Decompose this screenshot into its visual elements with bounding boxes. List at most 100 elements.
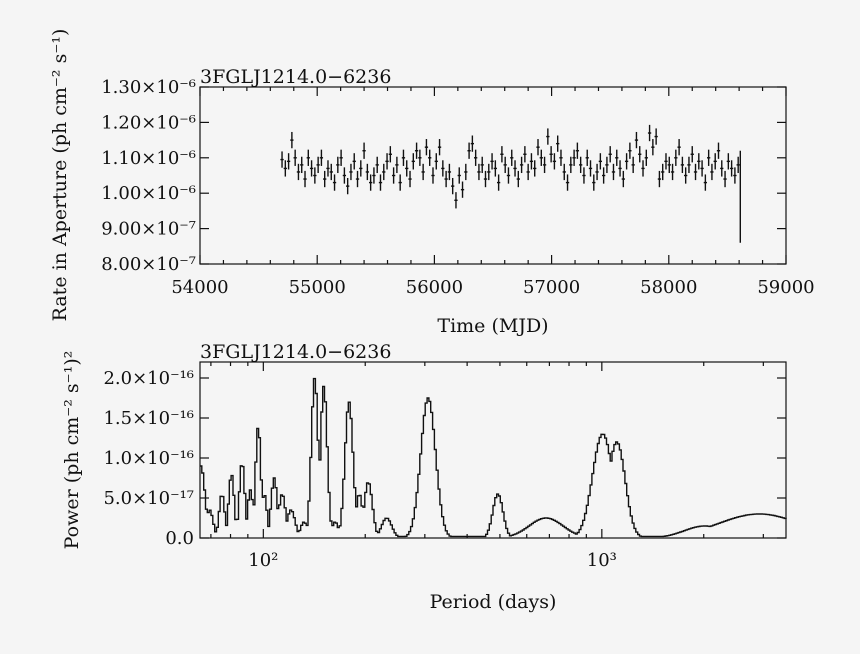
data-point	[674, 149, 678, 166]
data-point	[552, 153, 557, 170]
data-point	[454, 192, 458, 209]
data-point	[408, 170, 412, 188]
data-point	[332, 174, 337, 191]
data-point	[434, 153, 438, 170]
data-point	[664, 153, 668, 170]
x-tick-label: 56000	[406, 277, 463, 298]
y-tick-label: 1.30×10⁻⁶	[101, 77, 196, 98]
light-curve-frame	[199, 86, 787, 265]
data-point	[533, 160, 537, 177]
data-point	[464, 163, 468, 181]
data-point	[644, 149, 648, 166]
data-point	[720, 160, 724, 177]
data-point	[405, 160, 409, 177]
data-point	[693, 163, 698, 181]
data-point	[736, 156, 740, 174]
data-point	[647, 124, 652, 142]
light-curve-title: 3FGLJ1214.0−6236	[200, 66, 391, 88]
data-point	[300, 156, 304, 174]
data-point	[733, 167, 737, 184]
periodogram-panel: 3FGLJ1214.0−6236 10² 10³ 0.0 5.0×10⁻¹⁷ 1.0×1…	[61, 341, 787, 613]
data-point	[542, 156, 547, 174]
x-tick-label: 10²	[248, 550, 278, 571]
data-point	[654, 128, 658, 145]
data-point	[611, 163, 616, 181]
data-point	[621, 170, 625, 188]
data-point	[401, 149, 406, 166]
data-point	[290, 131, 294, 149]
data-point	[326, 160, 330, 177]
data-point	[316, 156, 320, 174]
y-tick-label: 1.10×10⁻⁶	[101, 148, 196, 169]
data-point	[375, 156, 379, 174]
data-point	[391, 167, 396, 184]
periodogram-title: 3FGLJ1214.0−6236	[200, 341, 391, 363]
data-point	[710, 163, 714, 181]
data-point	[336, 156, 340, 174]
data-point	[523, 146, 527, 163]
data-point	[372, 167, 376, 184]
data-point	[506, 167, 511, 184]
data-point	[684, 167, 688, 184]
data-point	[483, 170, 488, 188]
x-tick-label: 55000	[289, 277, 346, 298]
data-point	[651, 139, 655, 156]
data-point	[355, 170, 360, 188]
x-tick-label: 57000	[523, 277, 580, 298]
data-point	[306, 149, 310, 166]
data-point	[641, 160, 645, 177]
data-point	[385, 153, 389, 170]
data-point	[323, 170, 327, 188]
data-point	[470, 135, 475, 152]
data-point	[562, 163, 566, 181]
data-point	[477, 163, 481, 181]
data-point	[382, 163, 386, 181]
data-point	[657, 170, 662, 188]
data-point	[723, 170, 727, 188]
data-point	[667, 156, 671, 174]
data-point	[280, 151, 284, 168]
data-point	[444, 170, 448, 188]
data-point	[634, 131, 639, 149]
light-curve-panel: 3FGLJ1214.0−6236 54000 55000 56000 57000 580…	[49, 29, 815, 337]
data-point	[569, 156, 573, 174]
periodogram-y-label: Power (ph cm⁻² s⁻¹)²	[61, 351, 83, 550]
data-point	[601, 167, 606, 184]
light-curve-points	[280, 124, 741, 243]
data-point	[631, 156, 635, 174]
y-tick-label: 0.0	[165, 528, 194, 549]
data-point	[628, 142, 632, 159]
data-point	[729, 160, 734, 177]
data-point	[700, 160, 704, 177]
data-point	[451, 177, 455, 195]
periodogram-frame	[199, 361, 787, 539]
data-point	[592, 174, 596, 191]
data-point	[539, 149, 543, 166]
data-point	[313, 167, 317, 184]
data-point	[615, 149, 619, 166]
x-tick-label: 59000	[757, 277, 814, 298]
data-point	[474, 149, 478, 166]
data-point	[286, 153, 291, 170]
y-tick-label: 2.0×10⁻¹⁶	[103, 368, 194, 389]
data-point	[411, 153, 415, 170]
data-point	[493, 160, 497, 177]
data-point	[329, 163, 333, 181]
data-point	[487, 163, 491, 181]
data-point	[365, 163, 370, 181]
data-point	[457, 167, 461, 184]
data-point	[608, 146, 612, 163]
data-point	[342, 167, 347, 184]
data-point	[388, 146, 392, 163]
data-point	[582, 167, 586, 184]
x-tick-label: 10³	[587, 550, 617, 571]
data-point	[414, 142, 419, 159]
data-point	[418, 149, 422, 166]
y-tick-label: 1.20×10⁻⁶	[101, 112, 196, 133]
data-point	[516, 170, 520, 188]
data-point	[661, 163, 665, 181]
data-point	[707, 149, 711, 166]
y-tick-label: 1.0×10⁻¹⁶	[103, 448, 194, 469]
periodogram-curve	[200, 377, 787, 538]
data-point	[293, 149, 297, 166]
